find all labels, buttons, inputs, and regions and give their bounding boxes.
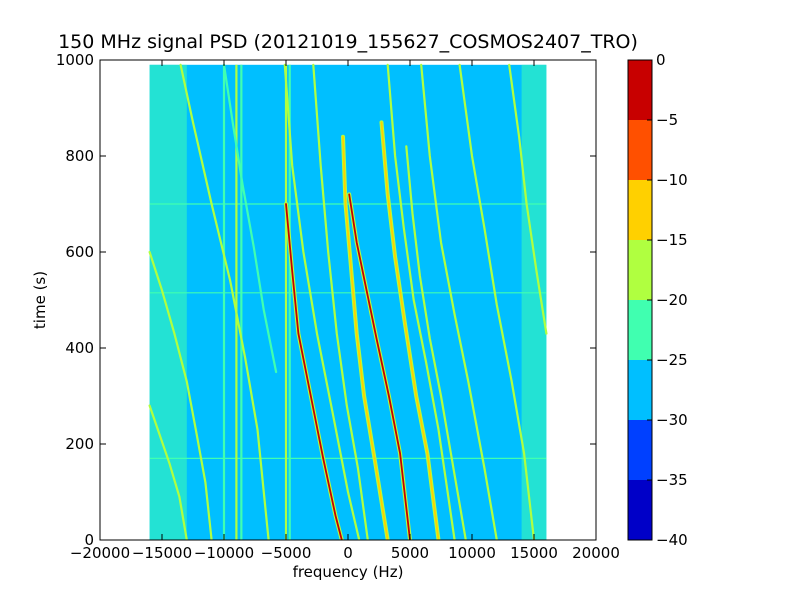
trace-14 xyxy=(222,63,278,374)
x-axis-label: frequency (Hz) xyxy=(293,563,404,581)
trace-2 xyxy=(312,63,369,540)
y-axis: 0 200 400 600 800 1000 xyxy=(56,51,596,549)
colorbar-tick-label-4: −20 xyxy=(656,291,688,309)
colorbar-band-1 xyxy=(628,420,652,480)
x-tick-label-8: 20000 xyxy=(572,544,620,562)
colorbar-band-5 xyxy=(628,180,652,240)
colorbar-band-4 xyxy=(628,240,652,300)
x-tick-label-1: −15000 xyxy=(132,544,192,562)
plot-area xyxy=(148,63,548,540)
colorbar-tick-label-3: −25 xyxy=(656,351,688,369)
trace-3 xyxy=(342,135,389,540)
trace-4 xyxy=(348,193,411,540)
colorbar-tick-label-6: −10 xyxy=(656,171,688,189)
trace-5 xyxy=(380,121,440,540)
trace-12 xyxy=(148,250,213,540)
colorbar-band-6 xyxy=(628,120,652,180)
x-tick-label-3: −5000 xyxy=(261,544,312,562)
x-tick-label-2: −10000 xyxy=(194,544,254,562)
edge-band-0 xyxy=(149,64,187,540)
x-tick-label-5: 5000 xyxy=(391,544,429,562)
y-tick-label-3: 600 xyxy=(65,243,94,261)
colorbar-band-2 xyxy=(628,360,652,420)
colorbar-tick-label-1: −35 xyxy=(656,471,688,489)
y-tick-label-5: 1000 xyxy=(56,51,94,69)
colorbar-tick-label-8: 0 xyxy=(656,51,666,69)
colorbar-tick-label-5: −15 xyxy=(656,231,688,249)
y-tick-label-4: 800 xyxy=(65,147,94,165)
trace-11 xyxy=(179,63,270,540)
y-tick-label-1: 200 xyxy=(65,435,94,453)
colorbar-band-7 xyxy=(628,60,652,120)
colorbar-band-3 xyxy=(628,300,652,360)
x-tick-label-6: 10000 xyxy=(448,544,496,562)
y-axis-label: time (s) xyxy=(31,271,49,329)
x-tick-label-0: −20000 xyxy=(70,544,130,562)
trace-6 xyxy=(386,63,456,540)
trace-1 xyxy=(285,203,343,540)
heatmap-background xyxy=(149,64,547,540)
trace-7 xyxy=(405,145,467,540)
y-tick-label-2: 400 xyxy=(65,339,94,357)
trace-10 xyxy=(508,63,548,335)
colorbar-tick-label-7: −5 xyxy=(656,111,678,129)
colorbar-tick-label-2: −30 xyxy=(656,411,688,429)
colorbar: −40 −35 −30 −25 −20 −15 −10 −5 0 xyxy=(627,51,688,549)
heatmap-layer xyxy=(148,63,548,540)
trace-9 xyxy=(458,63,536,540)
x-axis: −20000 −15000 −10000 −5000 0 5000 10000 15000 20… xyxy=(70,60,620,562)
colorbar-band-0 xyxy=(628,480,652,540)
trace-8 xyxy=(420,63,498,540)
trace-0 xyxy=(283,63,361,540)
chart-title: 150 MHz signal PSD (20121019_155627_COSM… xyxy=(58,31,638,53)
x-tick-label-7: 15000 xyxy=(510,544,558,562)
y-tick-label-0: 0 xyxy=(84,531,94,549)
colorbar-tick-label-0: −40 xyxy=(656,531,688,549)
trace-13 xyxy=(148,404,188,540)
x-tick-label-4: 0 xyxy=(343,544,353,562)
